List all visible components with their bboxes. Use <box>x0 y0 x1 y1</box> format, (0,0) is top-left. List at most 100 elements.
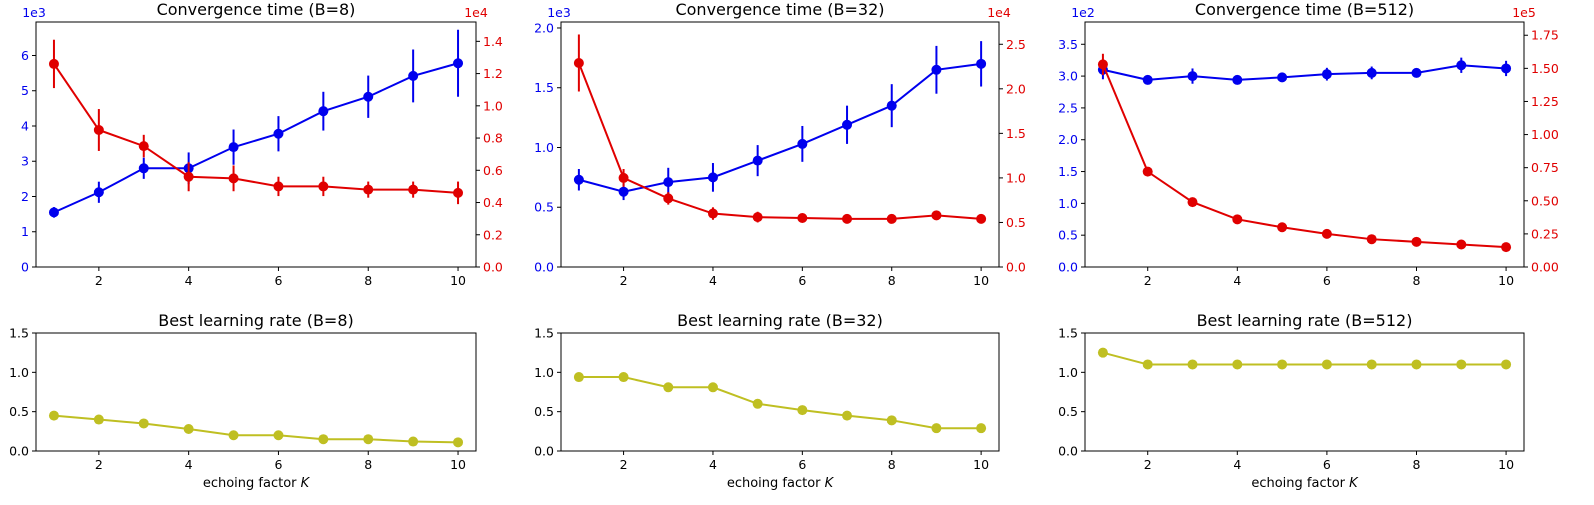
y-left-tick-label: 1.0 <box>1058 365 1078 380</box>
series-olive <box>1097 347 1512 370</box>
y-left-tick-label: 1.0 <box>534 140 554 155</box>
y-left-tick-label: 1.5 <box>1058 326 1078 341</box>
series-red <box>1097 53 1512 253</box>
x-tick-label: 8 <box>888 273 896 288</box>
x-tick-label: 8 <box>888 457 896 472</box>
y-right-multiplier: 1e4 <box>464 5 488 20</box>
x-axis-label-var: K <box>301 476 311 491</box>
x-axis-label-text: echoing factor <box>1251 476 1345 491</box>
data-point <box>228 142 239 153</box>
data-point <box>453 187 464 198</box>
data-point <box>797 138 808 149</box>
data-point <box>183 171 194 182</box>
data-point <box>1142 166 1153 177</box>
series-line-red <box>53 63 459 194</box>
data-point <box>842 213 853 224</box>
y-right-tick-label: 1.50 <box>1531 61 1559 76</box>
data-point <box>1187 359 1198 370</box>
y-left-tick-label: 1.5 <box>1058 164 1078 179</box>
data-point <box>1187 71 1198 82</box>
data-point <box>1097 59 1108 70</box>
series-olive <box>573 372 987 434</box>
y-left-tick-label: 0.5 <box>1058 228 1078 243</box>
data-point <box>1097 347 1108 358</box>
data-point <box>1501 63 1512 74</box>
data-point <box>663 177 674 188</box>
data-point <box>1411 236 1422 247</box>
series-line-red <box>1101 63 1507 249</box>
y-left-tick-label: 1 <box>21 224 29 239</box>
x-tick-label: 8 <box>364 273 372 288</box>
y-right-tick-label: 0.50 <box>1531 193 1559 208</box>
data-point <box>1321 359 1332 370</box>
y-left-tick-label: 0.5 <box>534 200 554 215</box>
y-left-tick-label: 1.0 <box>534 365 554 380</box>
data-point <box>976 423 987 434</box>
y-right-tick-label: 2.5 <box>1006 37 1026 52</box>
chart-title: Convergence time (B=512) <box>1195 0 1414 19</box>
data-point <box>886 213 897 224</box>
data-point <box>318 181 329 192</box>
y-right-tick-label: 1.25 <box>1531 94 1559 109</box>
data-point <box>273 128 284 139</box>
y-left-tick-label: 0.0 <box>1058 444 1078 459</box>
x-tick-label: 10 <box>450 273 466 288</box>
data-point <box>1142 359 1153 370</box>
data-point <box>1366 234 1377 245</box>
data-point <box>573 372 584 383</box>
y-left-tick-label: 3 <box>21 154 29 169</box>
chart-panel-6: Best learning rate (B=512) 2 4 6 8 10 0.0 0.5 1.… <box>1058 311 1525 491</box>
series-red <box>48 39 464 205</box>
data-point <box>1232 359 1243 370</box>
x-tick-label: 4 <box>709 457 717 472</box>
data-point <box>797 213 808 223</box>
x-tick-label: 4 <box>185 457 193 472</box>
data-point <box>573 174 584 185</box>
x-tick-label: 2 <box>620 457 628 472</box>
y-left-tick-label: 2.5 <box>1058 100 1078 115</box>
y-right-multiplier: 1e5 <box>1512 5 1536 20</box>
data-point <box>273 181 284 192</box>
data-point <box>453 437 464 448</box>
series-line-olive <box>1102 351 1507 366</box>
x-tick-label: 10 <box>1498 457 1514 472</box>
data-point <box>1366 359 1377 370</box>
data-point <box>1187 197 1198 208</box>
data-point <box>1456 239 1467 250</box>
chart-title: Best learning rate (B=8) <box>158 311 354 330</box>
data-point <box>318 434 329 445</box>
y-left-tick-label: 1.5 <box>534 326 554 341</box>
y-left-tick-label: 1.0 <box>1058 196 1078 211</box>
x-axis-label: echoing factor K <box>727 476 835 491</box>
data-point <box>842 410 853 421</box>
series-line-blue <box>53 62 459 214</box>
data-point <box>707 172 718 183</box>
y-left-tick-label: 0.5 <box>534 404 554 419</box>
data-point <box>1411 359 1422 370</box>
data-point <box>138 163 149 174</box>
data-point <box>1277 359 1288 370</box>
plot-frame <box>35 332 477 452</box>
x-axis-label-var: K <box>1349 476 1359 491</box>
data-point <box>138 418 149 429</box>
y-right-tick-label: 0.5 <box>1006 215 1026 230</box>
series-line-red <box>577 62 982 220</box>
y-right-tick-label: 0.6 <box>483 163 503 178</box>
y-left-multiplier: 1e3 <box>547 5 571 20</box>
y-left-tick-label: 0.0 <box>534 260 554 275</box>
y-left-tick-label: 1.5 <box>9 326 29 341</box>
data-point <box>1456 359 1467 370</box>
data-point <box>363 184 374 195</box>
chart-panel-2: Convergence time (B=32) 2 4 6 8 10 0.0 0.5 1.0 1.… <box>534 0 1026 288</box>
y-right-tick-label: 0.75 <box>1531 160 1559 175</box>
plot-frame <box>1084 332 1525 452</box>
y-right-tick-label: 1.0 <box>1006 170 1026 185</box>
data-point <box>228 430 239 441</box>
data-point <box>363 434 374 445</box>
data-point <box>1501 359 1512 370</box>
data-point <box>408 184 419 195</box>
x-axis-label: echoing factor K <box>1251 476 1359 491</box>
data-point <box>886 415 897 426</box>
chart-panel-4: Best learning rate (B=8) 2 4 6 8 10 0.0 0.5 1.0 1… <box>9 311 477 491</box>
data-point <box>752 212 763 223</box>
